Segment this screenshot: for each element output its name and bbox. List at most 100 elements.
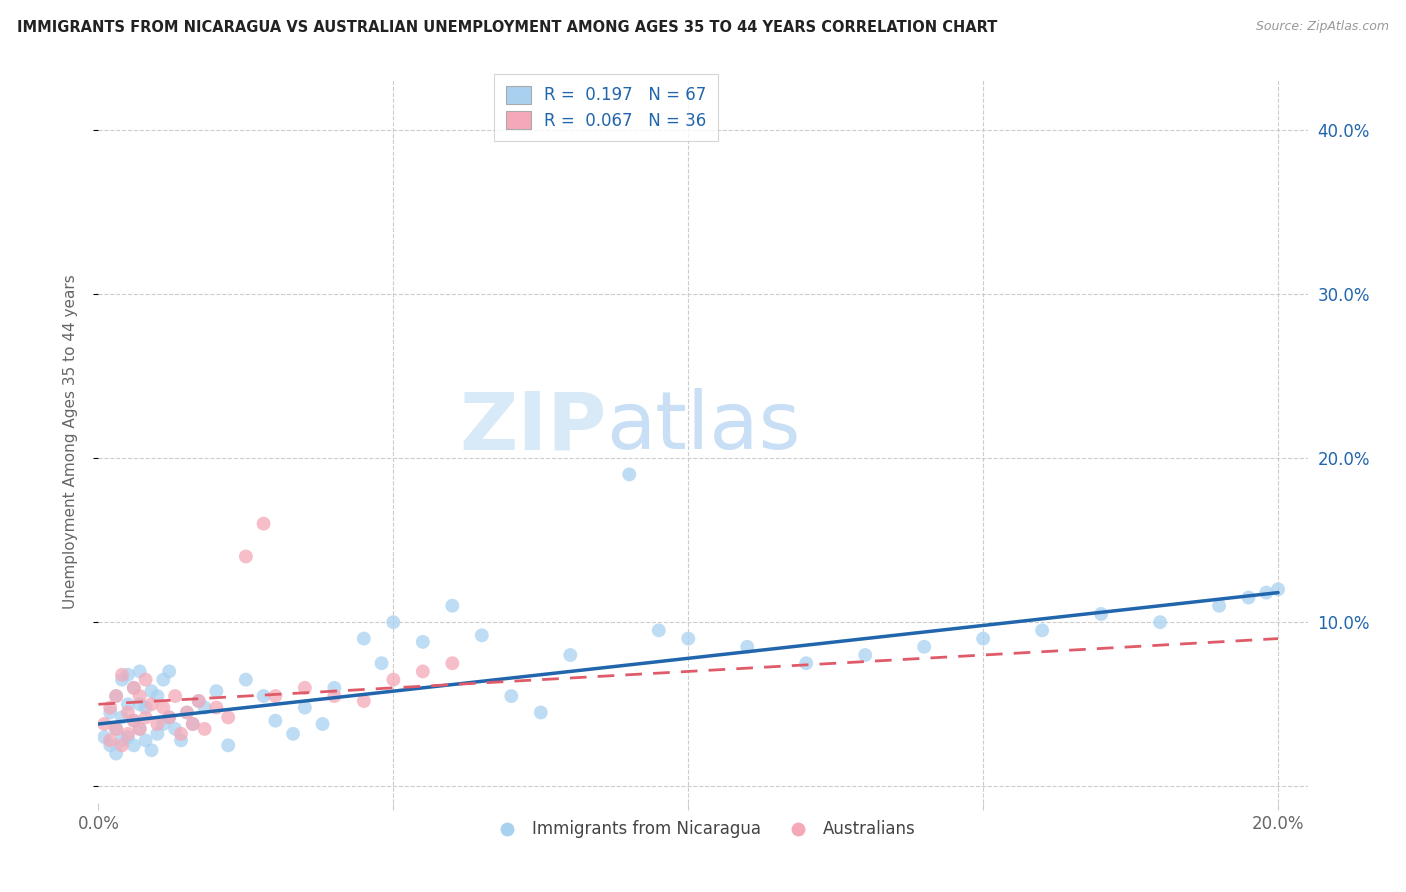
Point: [122, 714, 145, 728]
Point: [128, 698, 150, 712]
Point: [135, 710, 157, 724]
Point: [912, 640, 935, 654]
Text: IMMIGRANTS FROM NICARAGUA VS AUSTRALIAN UNEMPLOYMENT AMONG AGES 35 TO 44 YEARS C: IMMIGRANTS FROM NICARAGUA VS AUSTRALIAN …: [17, 20, 997, 35]
Point: [128, 665, 150, 679]
Point: [678, 632, 700, 646]
Point: [235, 673, 257, 687]
Point: [187, 694, 209, 708]
Point: [141, 698, 163, 712]
Point: [294, 681, 316, 695]
Point: [98, 739, 121, 753]
Point: [117, 727, 139, 741]
Text: atlas: atlas: [606, 388, 800, 467]
Point: [176, 706, 198, 720]
Point: [648, 624, 671, 638]
Point: [194, 722, 217, 736]
Point: [1208, 599, 1230, 613]
Point: [217, 739, 239, 753]
Point: [853, 648, 876, 662]
Point: [794, 657, 817, 671]
Point: [181, 717, 204, 731]
Point: [194, 700, 217, 714]
Point: [152, 700, 174, 714]
Point: [165, 722, 187, 736]
Point: [146, 727, 169, 741]
Point: [1090, 607, 1112, 621]
Point: [105, 689, 128, 703]
Point: [111, 739, 134, 753]
Point: [105, 689, 128, 703]
Point: [135, 673, 157, 687]
Point: [157, 665, 180, 679]
Point: [122, 714, 145, 728]
Point: [264, 714, 287, 728]
Point: [111, 673, 134, 687]
Point: [972, 632, 994, 646]
Point: [93, 730, 115, 744]
Point: [370, 657, 392, 671]
Point: [152, 717, 174, 731]
Point: [217, 710, 239, 724]
Point: [412, 665, 434, 679]
Point: [170, 727, 193, 741]
Point: [128, 722, 150, 736]
Point: [264, 689, 287, 703]
Point: [281, 727, 304, 741]
Point: [187, 694, 209, 708]
Point: [181, 717, 204, 731]
Point: [1149, 615, 1171, 630]
Point: [560, 648, 582, 662]
Legend: Immigrants from Nicaragua, Australians: Immigrants from Nicaragua, Australians: [484, 814, 922, 845]
Point: [382, 673, 405, 687]
Point: [501, 689, 523, 703]
Point: [122, 681, 145, 695]
Point: [128, 689, 150, 703]
Y-axis label: Unemployment Among Ages 35 to 44 years: Unemployment Among Ages 35 to 44 years: [63, 274, 77, 609]
Point: [141, 684, 163, 698]
Point: [105, 722, 128, 736]
Point: [471, 628, 494, 642]
Point: [165, 689, 187, 703]
Point: [105, 747, 128, 761]
Point: [205, 700, 228, 714]
Text: Source: ZipAtlas.com: Source: ZipAtlas.com: [1256, 20, 1389, 33]
Point: [235, 549, 257, 564]
Point: [252, 516, 274, 531]
Point: [117, 730, 139, 744]
Point: [98, 733, 121, 747]
Point: [146, 717, 169, 731]
Point: [252, 689, 274, 703]
Point: [530, 706, 553, 720]
Point: [311, 717, 333, 731]
Point: [441, 657, 464, 671]
Point: [323, 681, 346, 695]
Point: [735, 640, 758, 654]
Point: [111, 710, 134, 724]
Text: ZIP: ZIP: [458, 388, 606, 467]
Point: [111, 733, 134, 747]
Point: [157, 710, 180, 724]
Point: [135, 733, 157, 747]
Point: [122, 681, 145, 695]
Point: [1237, 591, 1260, 605]
Point: [135, 700, 157, 714]
Point: [323, 689, 346, 703]
Point: [441, 599, 464, 613]
Point: [619, 467, 641, 482]
Point: [294, 700, 316, 714]
Point: [117, 698, 139, 712]
Point: [122, 739, 145, 753]
Point: [117, 667, 139, 681]
Point: [98, 700, 121, 714]
Point: [1256, 585, 1278, 599]
Point: [412, 635, 434, 649]
Point: [141, 743, 163, 757]
Point: [353, 694, 375, 708]
Point: [382, 615, 405, 630]
Point: [1031, 624, 1053, 638]
Point: [353, 632, 375, 646]
Point: [111, 667, 134, 681]
Point: [170, 733, 193, 747]
Point: [205, 684, 228, 698]
Point: [146, 689, 169, 703]
